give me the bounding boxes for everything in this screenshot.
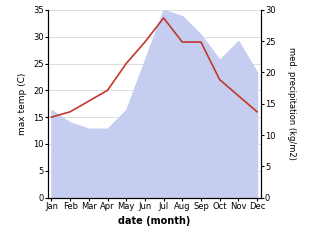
Y-axis label: max temp (C): max temp (C) bbox=[18, 73, 27, 135]
X-axis label: date (month): date (month) bbox=[118, 216, 190, 226]
Y-axis label: med. precipitation (kg/m2): med. precipitation (kg/m2) bbox=[287, 47, 296, 160]
